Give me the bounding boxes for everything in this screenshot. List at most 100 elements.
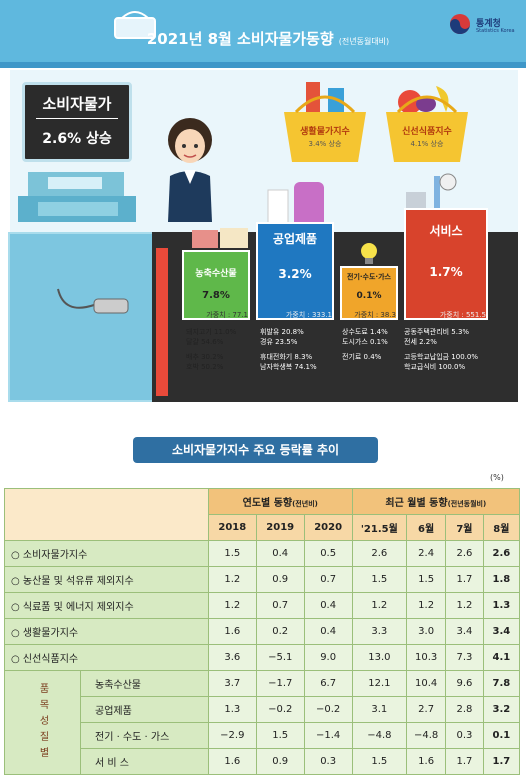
service-weight: 가중치 : 551.5 (439, 311, 486, 319)
row-label: ○ 신선식품지수 (4, 644, 209, 671)
counter-side-bar (156, 248, 168, 396)
table-cell: 1.7 (445, 748, 484, 775)
table-cell: 1.5 (351, 748, 408, 775)
agri-item: 배추 30.2% (186, 353, 224, 361)
cashier-illustration-icon (168, 118, 212, 222)
row-label: 공업제품 (80, 696, 209, 723)
table-cell: 0.7 (255, 592, 305, 619)
table-cell: 1.7 (482, 748, 521, 775)
living-basket-icon (284, 82, 366, 162)
table-cell: 2.6 (445, 540, 484, 567)
table-cell: 1.5 (207, 540, 257, 567)
table-row: ○ 식료품 및 에너지 제외지수 1.2 0.7 0.4 1.2 1.2 1.2 1.3 (4, 592, 521, 619)
side-group-label: 품목성질별 (4, 670, 81, 775)
table-cell: 1.5 (406, 566, 447, 593)
table-cell: 1.5 (255, 722, 305, 749)
table-cell: 2.4 (406, 540, 447, 567)
fresh-index-label: 신선식품지수 (402, 127, 452, 137)
table-cell: 0.7 (303, 566, 353, 593)
industrial-item: 남자학생복 74.1% (260, 363, 317, 371)
table-cell: 0.4 (303, 592, 353, 619)
cpi-board (22, 82, 132, 162)
table-row: ○ 신선식품지수 3.6 −5.1 9.0 13.0 10.3 7.3 4.1 (4, 644, 521, 671)
table-cell: 2.6 (351, 540, 408, 567)
column-header: 6월 (406, 514, 447, 541)
table-cell: −5.1 (255, 644, 305, 671)
lightbulb-icon (361, 243, 377, 264)
table-corner (4, 488, 209, 541)
cpi-value: 2.6% 상승 (42, 131, 112, 147)
cpi-label: 소비자물가 (42, 95, 112, 113)
table-cell: 0.5 (303, 540, 353, 567)
agri-item: 달걀 54.6% (186, 338, 224, 346)
industrial-value: 3.2% (278, 267, 312, 281)
table-row: 서 비 스 1.6 0.9 0.3 1.5 1.6 1.7 1.7 (5, 748, 521, 775)
table-cell: 1.3 (207, 696, 257, 723)
utility-item: 상수도료 1.4% (342, 328, 388, 336)
year-group-header: 연도별 동향(전년비) (207, 488, 353, 515)
table-cell: −2.9 (207, 722, 257, 749)
header-strip (0, 62, 526, 68)
barcode-scanner-icon (57, 288, 129, 314)
service-item: 공동주택관리비 5.3% (404, 328, 470, 336)
table-cell: 10.3 (406, 644, 447, 671)
month-group-label: 최근 월별 동향 (385, 498, 448, 509)
year-group-label: 연도별 동향 (242, 498, 293, 509)
column-header: 7월 (445, 514, 484, 541)
agri-value: 7.8% (202, 290, 230, 301)
table-cell: −4.8 (406, 722, 447, 749)
agri-box (182, 250, 250, 320)
logo-text: 통계청 (476, 19, 501, 29)
industrial-weight: 가중치 : 333.1 (285, 311, 332, 319)
utility-item: 전기료 0.4% (342, 353, 382, 361)
agri-item: 돼지고기 11.0% (186, 328, 237, 336)
basket-icon (114, 11, 156, 39)
table-cell: 1.2 (351, 592, 408, 619)
industrial-item: 휴대전화기 8.3% (260, 353, 313, 361)
table-cell: 3.0 (406, 618, 447, 645)
table-cell: 0.1 (482, 722, 521, 749)
row-label: ○ 소비자물가지수 (4, 540, 209, 567)
service-item: 고등학교납입금 100.0% (404, 353, 478, 361)
divider (36, 118, 118, 119)
table-cell: 1.5 (351, 566, 408, 593)
table-cell: −1.7 (255, 670, 305, 697)
table-cell: 1.7 (445, 566, 484, 593)
utility-item: 도시가스 0.1% (342, 338, 388, 346)
living-index-value: 3.4% 상승 (308, 140, 342, 148)
row-label: ○ 식료품 및 에너지 제외지수 (4, 592, 209, 619)
table-cell: 1.8 (482, 566, 521, 593)
table-row: ○ 농산물 및 석유류 제외지수 1.2 0.9 0.7 1.5 1.5 1.7 1.8 (4, 566, 521, 593)
column-header: 2020 (303, 514, 353, 541)
table-cell: 1.2 (406, 592, 447, 619)
table-row: 공업제품 1.3 −0.2 −0.2 3.1 2.7 2.8 3.2 (5, 696, 521, 723)
year-group-note: (전년비) (292, 500, 318, 508)
table-cell: 1.2 (207, 592, 257, 619)
cpi-table: 연도별 동향(전년비) 최근 월별 동향(전년동월비) 2018 2019 20… (4, 488, 521, 775)
section-title: 소비자물가지수 주요 등락률 추이 (133, 437, 378, 463)
table-cell: 0.9 (255, 748, 305, 775)
table-cell: 0.9 (255, 566, 305, 593)
page-title: 2021년 8월 소비자물가동향 (전년동월대비) (110, 28, 426, 49)
title-main: 2021년 8월 소비자물가동향 (146, 30, 334, 48)
row-label: ○ 생활물가지수 (4, 618, 209, 645)
row-label: 전기 · 수도 · 가스 (80, 722, 209, 749)
table-cell: 2.8 (445, 696, 484, 723)
living-index-label: 생활물가지수 (300, 127, 350, 137)
utility-value: 0.1% (356, 291, 382, 301)
row-label: 서 비 스 (80, 748, 209, 775)
row-label: 농축수산물 (80, 670, 209, 697)
table-cell: 4.1 (482, 644, 521, 671)
table-cell: 1.6 (406, 748, 447, 775)
utility-title: 전기·수도·가스 (347, 273, 391, 281)
agri-title: 농축수산물 (195, 269, 237, 279)
row-label: ○ 농산물 및 석유류 제외지수 (4, 566, 209, 593)
agri-weight: 가중치 : 77.1 (206, 311, 248, 319)
table-cell: −0.2 (255, 696, 305, 723)
table-row: 품목성질별 농축수산물 3.7 −1.7 6.7 12.1 10.4 9.6 7.8 (4, 670, 521, 775)
logo-subtext: Statistics Korea (476, 28, 515, 34)
service-item: 학교급식비 100.0% (404, 363, 466, 371)
table-row: ○ 생활물가지수 1.6 0.2 0.4 3.3 3.0 3.4 3.4 (4, 618, 521, 645)
industrial-title: 공업제품 (272, 232, 318, 246)
utility-weight: 가중치 : 38.3 (354, 311, 396, 319)
